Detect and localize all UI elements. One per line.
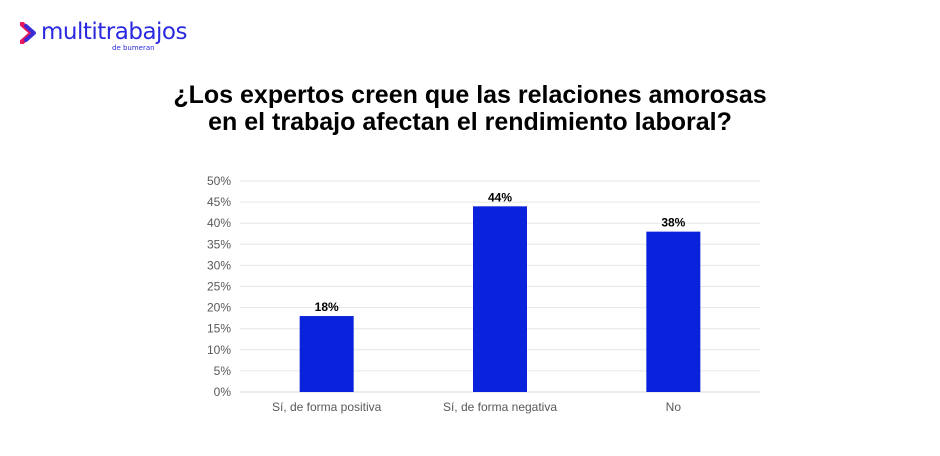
brand-tagline: de bumeran xyxy=(112,44,155,52)
data-label: 44% xyxy=(488,190,512,204)
bar xyxy=(299,316,354,392)
y-tick-label: 10% xyxy=(207,343,231,357)
x-category-label: No xyxy=(666,400,682,414)
y-tick-label: 15% xyxy=(207,322,231,336)
y-tick-label: 5% xyxy=(214,364,232,378)
y-tick-label: 25% xyxy=(207,280,231,294)
x-axis-categories: Sí, de forma positiva Sí, de forma negati… xyxy=(272,400,681,414)
x-category-label: Sí, de forma negativa xyxy=(443,400,557,414)
y-tick-label: 0% xyxy=(214,385,232,399)
x-category-label: Sí, de forma positiva xyxy=(272,400,382,414)
bar xyxy=(473,206,527,392)
y-tick-label: 20% xyxy=(207,301,231,315)
y-tick-label: 50% xyxy=(207,174,231,188)
y-tick-label: 45% xyxy=(207,195,231,209)
data-label: 18% xyxy=(315,300,339,314)
bar xyxy=(646,231,701,392)
data-labels: 18% 44% 38% xyxy=(315,190,686,314)
brand-name: multitrabajos xyxy=(41,19,188,45)
chart-title-line-2: en el trabajo afectan el rendimiento lab… xyxy=(208,108,732,136)
chart-title: ¿Los expertos creen que las relaciones a… xyxy=(0,82,940,136)
brand-logo: multitrabajos de bumeran xyxy=(20,19,190,56)
bars xyxy=(299,206,701,392)
y-tick-label: 35% xyxy=(207,237,231,251)
y-tick-label: 30% xyxy=(207,258,231,272)
chevron-right-icon xyxy=(20,22,36,44)
y-axis-ticks: 0% 5% 10% 15% 20% 25% 30% 35% 40% 45% 50% xyxy=(207,174,231,399)
y-tick-label: 40% xyxy=(207,216,231,230)
chart-title-line-1: ¿Los expertos creen que las relaciones a… xyxy=(173,81,767,109)
data-label: 38% xyxy=(661,216,685,230)
